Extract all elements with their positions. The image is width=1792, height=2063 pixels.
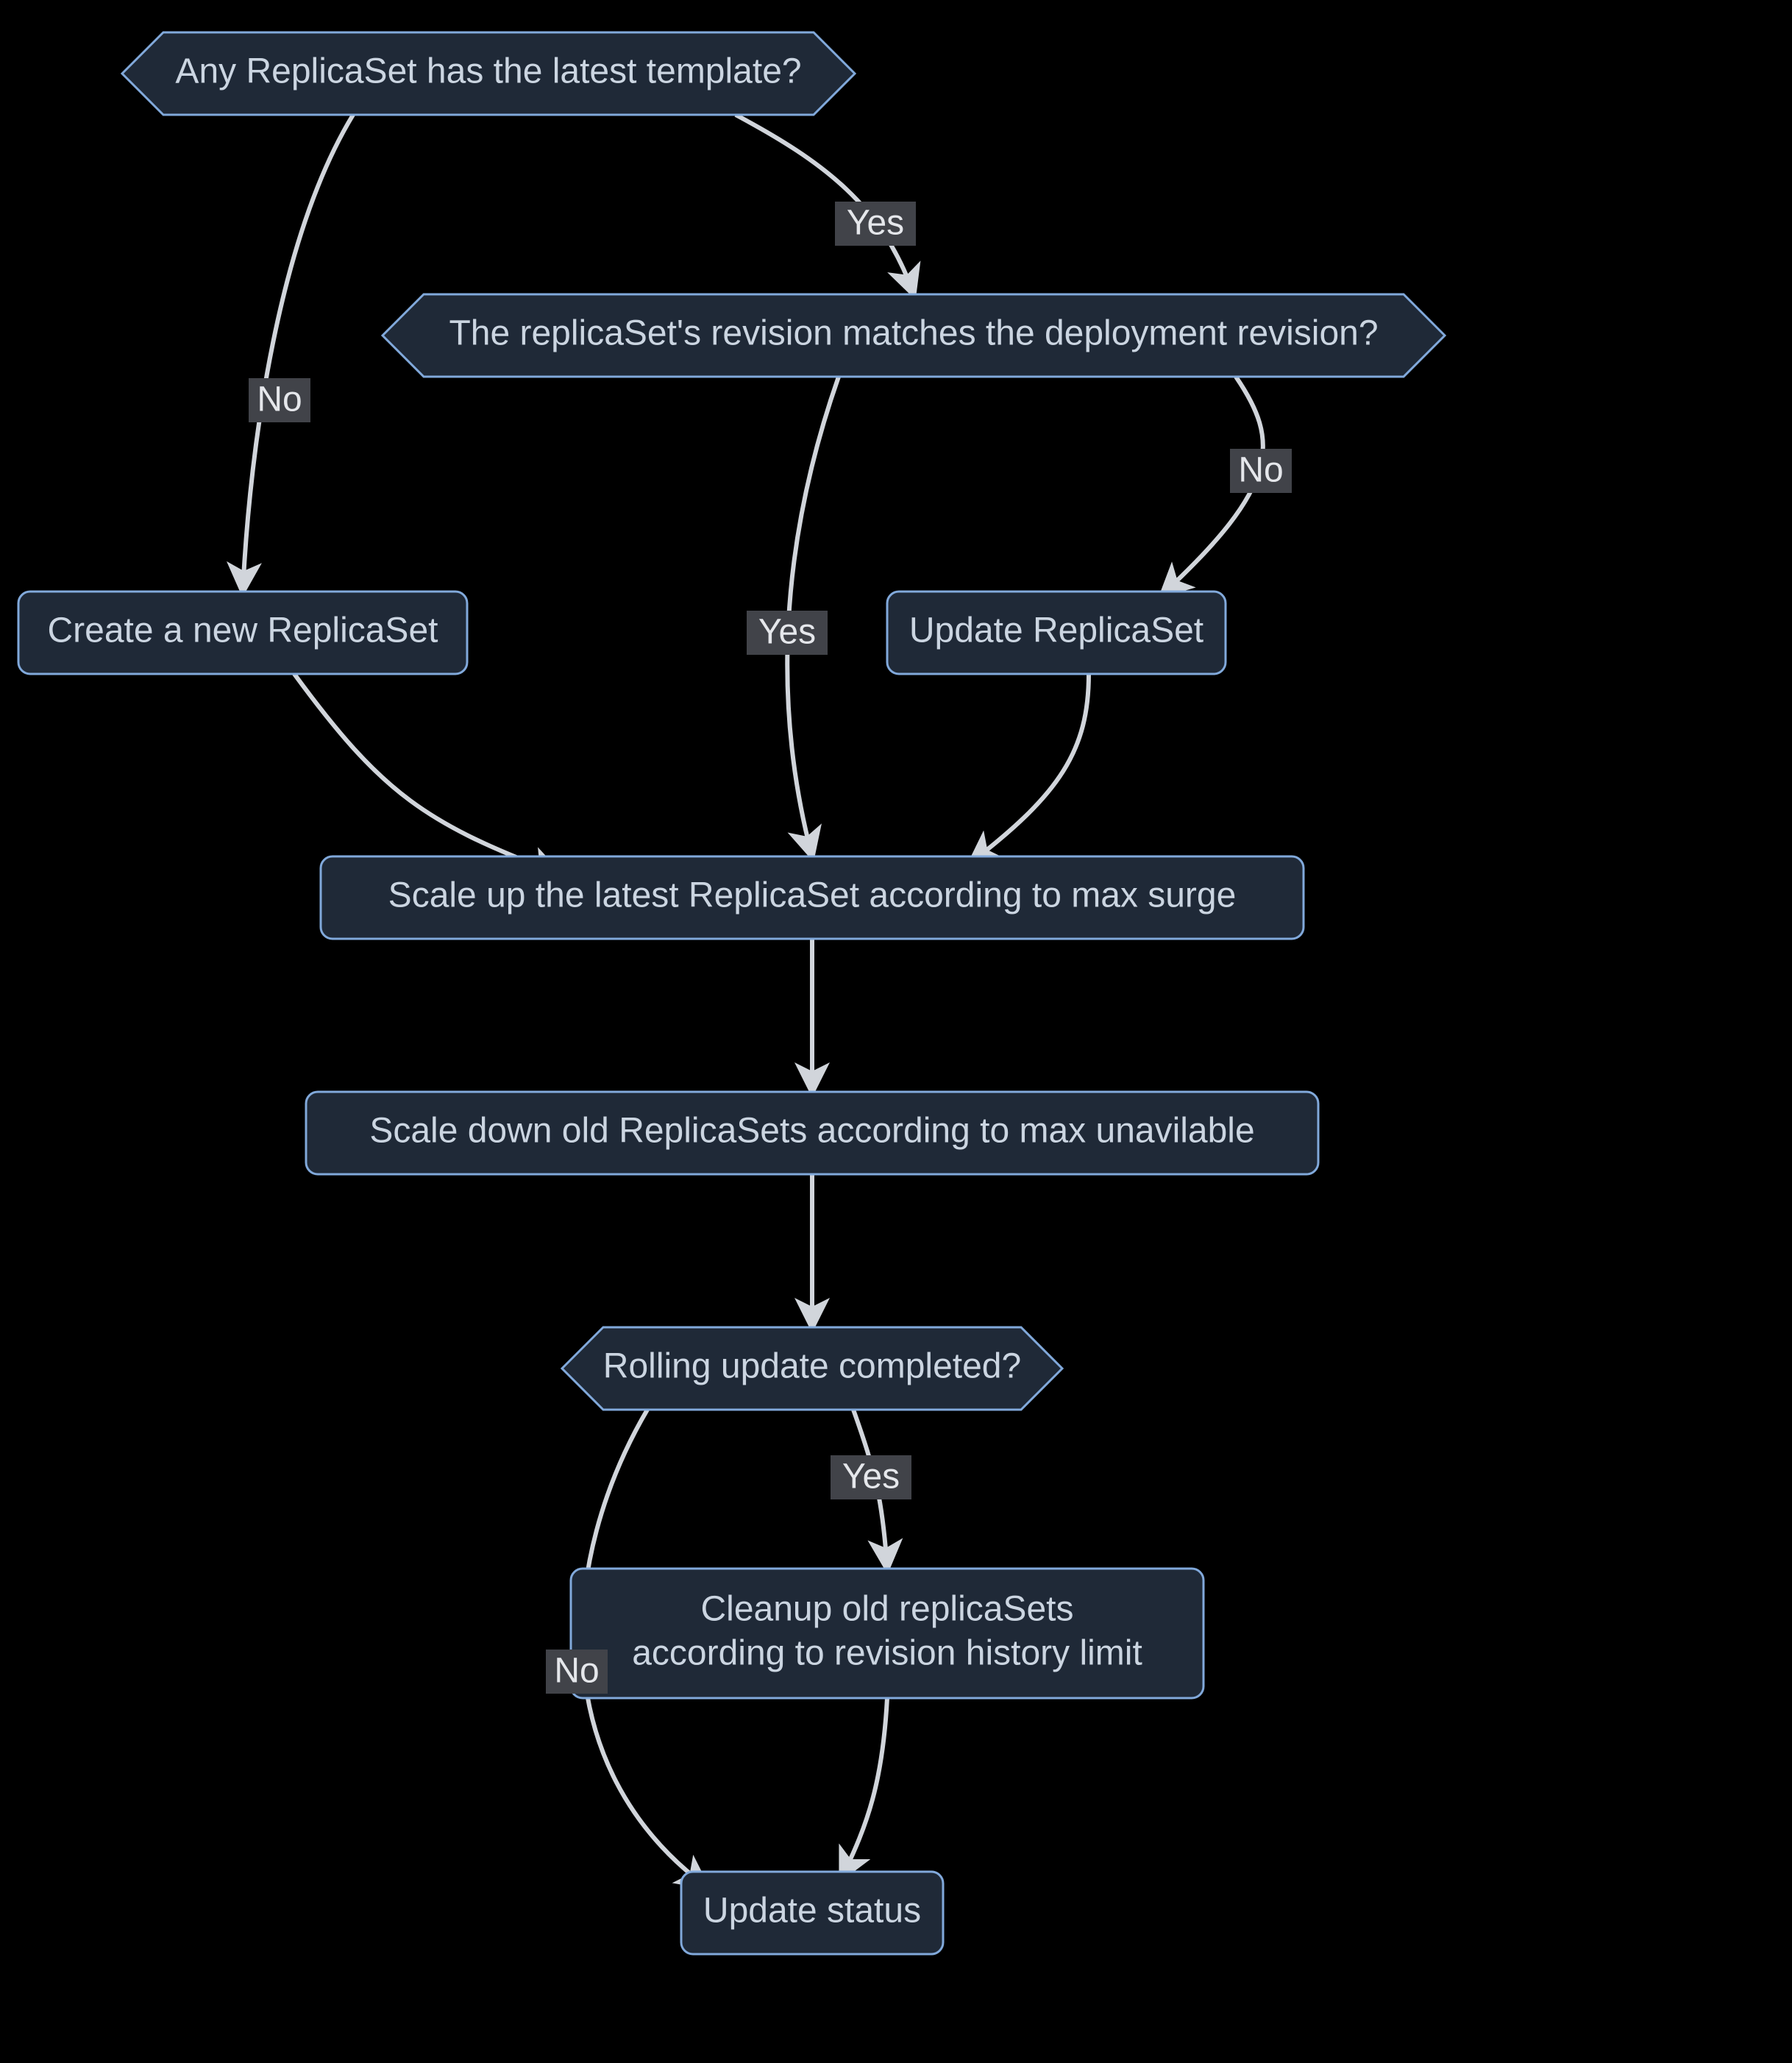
- edge-n_create-n_scaleup: [294, 674, 559, 874]
- edge-label: No: [1238, 451, 1283, 490]
- node-text-n_update: Update ReplicaSet: [909, 611, 1203, 650]
- node-n_update: Update ReplicaSet: [887, 592, 1226, 674]
- edge-label: Yes: [842, 1457, 900, 1496]
- node-text-q1: Any ReplicaSet has the latest template?: [175, 52, 801, 91]
- node-n_status: Update status: [681, 1872, 943, 1954]
- edge-label: Yes: [758, 613, 816, 652]
- node-n_create: Create a new ReplicaSet: [18, 592, 467, 674]
- edge-label: Yes: [847, 204, 904, 243]
- node-text-q2: The replicaSet's revision matches the de…: [449, 314, 1378, 353]
- node-n_scaledown: Scale down old ReplicaSets according to …: [306, 1092, 1318, 1174]
- node-text-n_create: Create a new ReplicaSet: [48, 611, 438, 650]
- edge-n_update-n_scaleup: [971, 674, 1089, 862]
- node-q1: Any ReplicaSet has the latest template?: [122, 32, 855, 115]
- flowchart-diagram: Any ReplicaSet has the latest template? T…: [0, 0, 1792, 2063]
- edge-q1-n_create: [243, 115, 353, 592]
- node-n_cleanup: Cleanup old replicaSets according to revi…: [571, 1569, 1203, 1698]
- node-text-n_status: Update status: [703, 1892, 921, 1931]
- node-text-n_scaleup: Scale up the latest ReplicaSet according…: [388, 876, 1237, 915]
- node-text-n_cleanup: Cleanup old replicaSets: [701, 1590, 1074, 1629]
- node-text-n_cleanup: according to revision history limit: [632, 1634, 1142, 1673]
- node-text-q3: Rolling update completed?: [603, 1347, 1021, 1386]
- node-q3: Rolling update completed?: [562, 1327, 1062, 1410]
- edge-label: No: [257, 380, 302, 419]
- edge-n_cleanup-n_status: [842, 1698, 887, 1878]
- edge-label: No: [554, 1652, 599, 1691]
- node-n_scaleup: Scale up the latest ReplicaSet according…: [321, 856, 1304, 939]
- node-q2: The replicaSet's revision matches the de…: [383, 294, 1445, 377]
- node-text-n_scaledown: Scale down old ReplicaSets according to …: [369, 1112, 1254, 1151]
